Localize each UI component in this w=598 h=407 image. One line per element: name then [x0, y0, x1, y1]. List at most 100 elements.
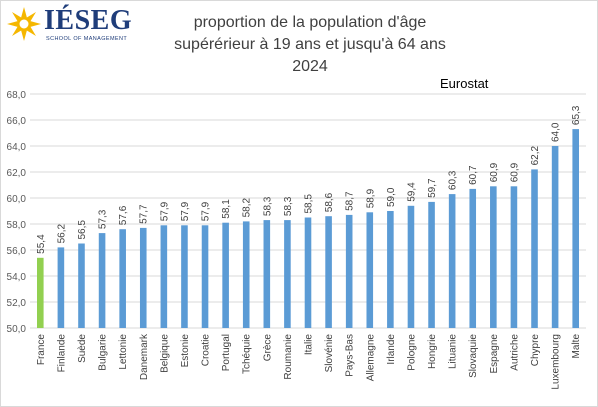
bar-pologne [407, 205, 415, 328]
y-tick-label: 64,0 [7, 142, 27, 153]
bar-allemagne [366, 212, 374, 328]
value-label: 60,9 [489, 162, 500, 182]
value-label: 58,3 [283, 196, 294, 216]
bar-lettonie [119, 229, 126, 328]
bar-estonie [181, 225, 188, 328]
category-label: Irlande [386, 334, 397, 365]
category-labels: France Finlande Suède Bulgarie Lettonie Danem… [36, 333, 582, 390]
y-tick-label: 50,0 [7, 324, 27, 335]
category-label: Luxembourg [551, 334, 562, 390]
category-label: Slovénie [324, 334, 335, 373]
value-label: 56,2 [56, 223, 67, 243]
ieseg-logo: IÉSEG SCHOOL OF MANAGEMENT [6, 6, 132, 46]
bar-autriche [510, 186, 518, 328]
category-label: Finlande [56, 334, 67, 373]
value-label: 57,7 [139, 204, 150, 224]
category-label: Danemark [139, 333, 150, 380]
source-label: Eurostat [440, 76, 489, 91]
logo-name: IÉSEG [44, 5, 133, 36]
bar-danemark [139, 227, 147, 328]
category-label: Chypre [530, 334, 541, 367]
bar-slovénie [325, 216, 332, 328]
value-label: 56,5 [77, 220, 88, 240]
bar-italie [304, 217, 312, 328]
bar-finlande [57, 247, 65, 328]
value-label: 57,6 [118, 205, 129, 225]
category-label: Allemagne [365, 334, 376, 382]
value-label: 58,1 [221, 199, 232, 219]
category-label: Malte [571, 334, 582, 359]
value-label: 57,9 [159, 201, 170, 221]
bar-hongrie [428, 201, 435, 328]
y-tick-label: 60,0 [7, 194, 27, 205]
bar-croatie [201, 225, 209, 328]
bar-roumanie [284, 220, 291, 328]
value-label: 60,3 [448, 170, 459, 190]
bar-france [37, 257, 44, 328]
value-label: 55,4 [36, 234, 47, 254]
logo-tagline: SCHOOL OF MANAGEMENT [46, 36, 128, 42]
value-label: 65,3 [571, 105, 582, 125]
value-label: 60,7 [468, 165, 479, 185]
bar-slovaquie [469, 188, 477, 328]
logo-emblem-icon [7, 7, 41, 41]
bar-luxembourg [551, 146, 559, 328]
bar-belgique [160, 225, 168, 328]
category-label: Belgique [159, 334, 170, 373]
y-tick-label: 66,0 [7, 116, 27, 127]
value-label: 60,9 [509, 162, 520, 182]
y-tick-label: 56,0 [7, 246, 27, 257]
category-label: Slovaquie [468, 334, 479, 378]
y-tick-label: 62,0 [7, 168, 27, 179]
value-label: 59,0 [386, 187, 397, 207]
chart-title-line-1: proportion de la population d'âge [193, 14, 427, 31]
chart-title-line-3: 2024 [292, 58, 328, 75]
category-label: Lituanie [448, 334, 459, 369]
category-label: France [36, 334, 47, 366]
category-label: Hongrie [427, 334, 438, 369]
category-label: Suède [77, 334, 88, 363]
value-label: 58,6 [324, 192, 335, 212]
chart-title: proportion de la population d'âge supéré… [150, 12, 470, 78]
category-label: Croatie [201, 334, 212, 367]
bar-suède [78, 243, 85, 328]
value-label: 64,0 [551, 122, 562, 142]
value-label: 58,9 [365, 188, 376, 208]
bar-pays-bas [345, 214, 353, 328]
y-axis: 50,0 52,0 54,0 56,0 58,0 60,0 62,0 64,0 66,0 68,0 [7, 90, 27, 335]
y-tick-label: 68,0 [7, 90, 27, 101]
bar-malte [572, 129, 579, 328]
category-label: Lettonie [118, 334, 129, 370]
bar-lituanie [448, 194, 456, 328]
value-label: 57,3 [98, 209, 109, 229]
value-label: 58,2 [242, 197, 253, 217]
category-label: Espagne [489, 334, 500, 374]
value-labels: 55,4 56,2 56,5 57,3 57,6 57,7 57,9 57,9 57,9 58,1… [36, 105, 582, 254]
value-label: 58,7 [345, 191, 356, 211]
value-label: 57,9 [201, 201, 212, 221]
bars [37, 129, 579, 328]
value-label: 58,3 [262, 196, 273, 216]
y-tick-label: 58,0 [7, 220, 27, 231]
category-label: Portugal [221, 334, 232, 371]
bar-tchéquie [242, 221, 250, 328]
category-label: Pays-Bas [345, 334, 356, 377]
bar-portugal [222, 222, 229, 328]
category-label: Pologne [406, 334, 417, 371]
value-label: 59,4 [406, 182, 417, 202]
bar-grèce [263, 220, 271, 328]
category-label: Estonie [180, 334, 191, 368]
bar-irlande [387, 211, 394, 328]
category-label: Italie [304, 334, 315, 356]
category-label: Tchéquie [242, 334, 253, 374]
value-label: 57,9 [180, 201, 191, 221]
category-label: Bulgarie [98, 334, 109, 371]
category-label: Roumanie [283, 334, 294, 380]
value-label: 58,5 [304, 194, 315, 214]
y-tick-label: 52,0 [7, 298, 27, 309]
value-label: 62,2 [530, 145, 541, 165]
value-label: 59,7 [427, 178, 438, 198]
bar-chypre [531, 169, 538, 328]
